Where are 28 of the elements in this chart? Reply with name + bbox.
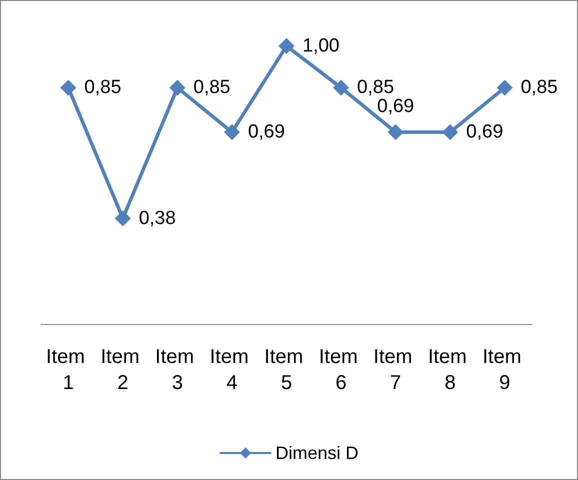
x-tick-label: Item 7 — [373, 346, 418, 394]
point — [224, 124, 240, 140]
data-label: 0,85 — [84, 77, 122, 98]
x-tick-label: Item 8 — [428, 346, 472, 394]
point — [442, 124, 458, 140]
point — [333, 80, 350, 96]
data-label: 0,85 — [193, 77, 230, 98]
data-label: 0,85 — [520, 77, 558, 98]
x-tick-label: Item 9 — [482, 346, 527, 394]
legend-label: Dimensi D — [275, 443, 359, 463]
point — [278, 38, 294, 54]
point — [114, 210, 131, 226]
data-label: 0,69 — [377, 96, 414, 118]
x-tick-label: Item 2 — [100, 346, 146, 394]
point — [169, 80, 186, 96]
point — [496, 80, 513, 96]
data-label: 1,00 — [302, 36, 340, 56]
x-tick-label: Item 4 — [210, 346, 254, 394]
x-tick-label: Item 5 — [264, 346, 309, 394]
point — [388, 124, 404, 140]
x-tick-label: Item 6 — [318, 346, 364, 394]
x-tick-label: Item 1 — [46, 346, 91, 394]
data-label: 0,69 — [466, 122, 504, 143]
data-label: 0,85 — [357, 77, 394, 98]
data-label: 0,69 — [248, 122, 285, 143]
x-tick-label: Item 3 — [155, 346, 200, 394]
point — [60, 80, 76, 96]
data-label: 0,38 — [138, 208, 176, 229]
